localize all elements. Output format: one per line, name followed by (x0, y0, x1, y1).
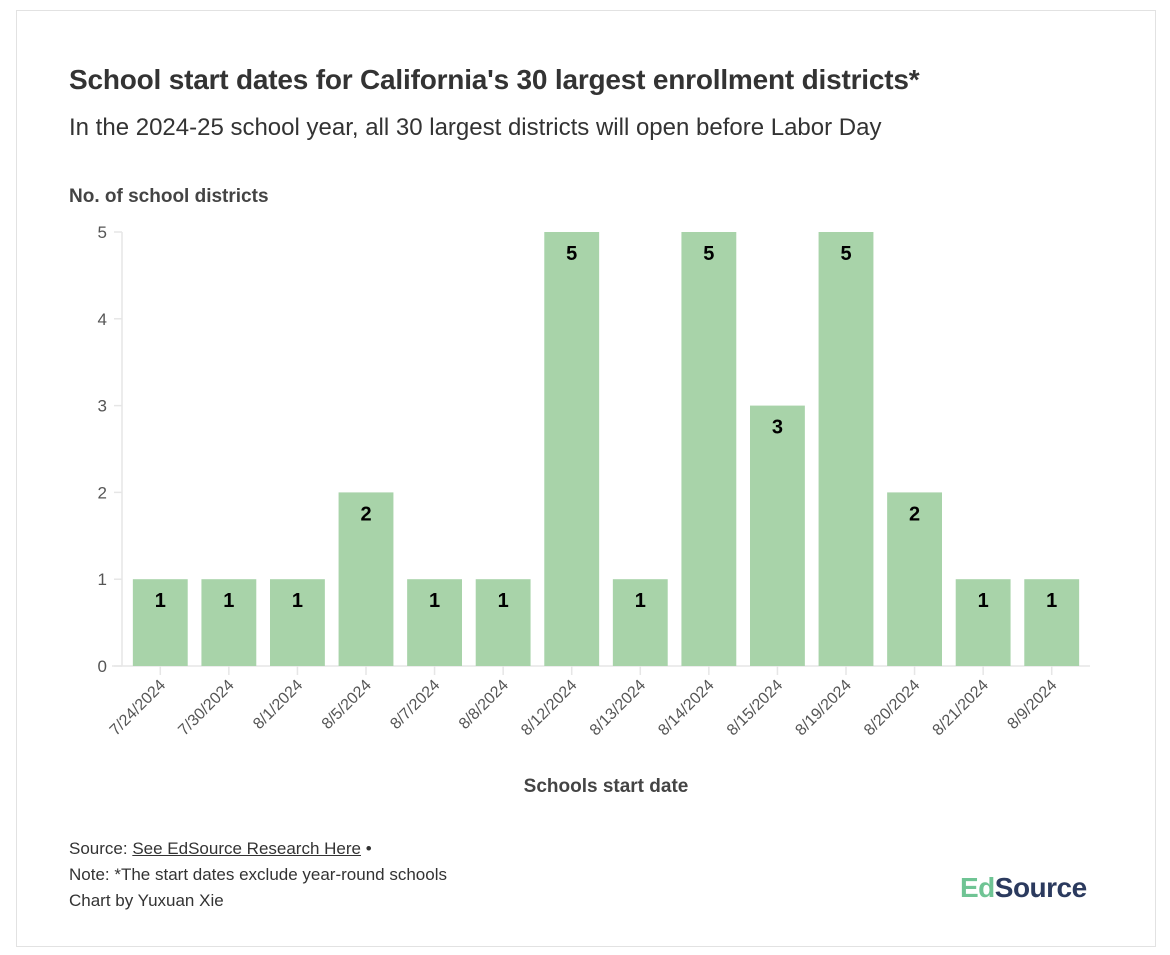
data-label: 5 (566, 243, 577, 265)
bar (201, 579, 257, 666)
x-tick-label: 7/30/2024 (175, 677, 237, 739)
x-tick-label: 8/5/2024 (319, 677, 375, 733)
bar (132, 579, 188, 666)
bar (544, 232, 600, 666)
credit-text: Chart by Yuxuan Xie (69, 891, 224, 910)
source-link[interactable]: See EdSource Research Here (132, 839, 361, 858)
x-tick-label: 8/8/2024 (456, 677, 512, 733)
x-tick-label: 8/14/2024 (655, 677, 717, 739)
bar (681, 232, 737, 666)
chart-title: School start dates for California's 30 l… (69, 64, 920, 95)
data-label: 5 (840, 243, 851, 265)
x-tick-label: 8/20/2024 (861, 677, 923, 739)
logo-ed: Ed (960, 872, 995, 903)
x-tick-label: 8/1/2024 (250, 677, 306, 733)
bar (270, 579, 325, 666)
bar (338, 492, 394, 666)
source-suffix: • (361, 839, 372, 858)
y-tick-label: 4 (98, 310, 107, 329)
y-tick-label: 1 (98, 570, 107, 589)
data-label: 1 (978, 590, 989, 612)
bar (818, 232, 874, 666)
data-label: 1 (635, 590, 646, 612)
x-tick-label: 8/13/2024 (587, 677, 649, 739)
data-label: 3 (772, 417, 783, 439)
source-prefix: Source: (69, 839, 133, 858)
bar (955, 579, 1011, 666)
x-axis-title: Schools start date (523, 776, 689, 797)
y-tick-label: 5 (98, 223, 107, 242)
bar (407, 579, 462, 666)
x-tick-label: 8/15/2024 (724, 677, 786, 739)
bar (750, 405, 805, 666)
data-label: 1 (292, 590, 303, 612)
y-tick-label: 0 (98, 657, 107, 676)
x-tick-label: 8/12/2024 (518, 677, 580, 739)
logo-source: Source (994, 872, 1087, 903)
x-tick-label: 8/7/2024 (387, 677, 443, 733)
data-label: 2 (909, 503, 920, 525)
data-label: 5 (703, 243, 714, 265)
edsource-logo: EdSource (960, 872, 1087, 904)
y-tick-label: 3 (98, 397, 107, 416)
y-tick-label: 2 (98, 483, 107, 502)
chart-footer: Source: See EdSource Research Here • Not… (69, 836, 447, 914)
data-label: 1 (429, 590, 440, 612)
x-tick-label: 8/21/2024 (930, 677, 992, 739)
note-text: Note: *The start dates exclude year-roun… (69, 865, 447, 884)
bar (475, 579, 531, 666)
x-tick-label: 8/19/2024 (792, 677, 854, 739)
bar (887, 492, 942, 666)
data-label: 1 (1046, 590, 1057, 612)
x-tick-label: 7/24/2024 (107, 677, 169, 739)
y-axis-title: No. of school districts (69, 186, 269, 207)
chart-subtitle: In the 2024-25 school year, all 30 large… (69, 114, 882, 141)
source-line: Source: See EdSource Research Here • (69, 836, 447, 862)
data-label: 1 (155, 590, 166, 612)
bar (1024, 579, 1080, 666)
data-label: 1 (498, 590, 509, 612)
data-label: 1 (223, 590, 234, 612)
data-label: 2 (360, 503, 371, 525)
x-tick-label: 8/9/2024 (1004, 677, 1060, 733)
bar (612, 579, 668, 666)
